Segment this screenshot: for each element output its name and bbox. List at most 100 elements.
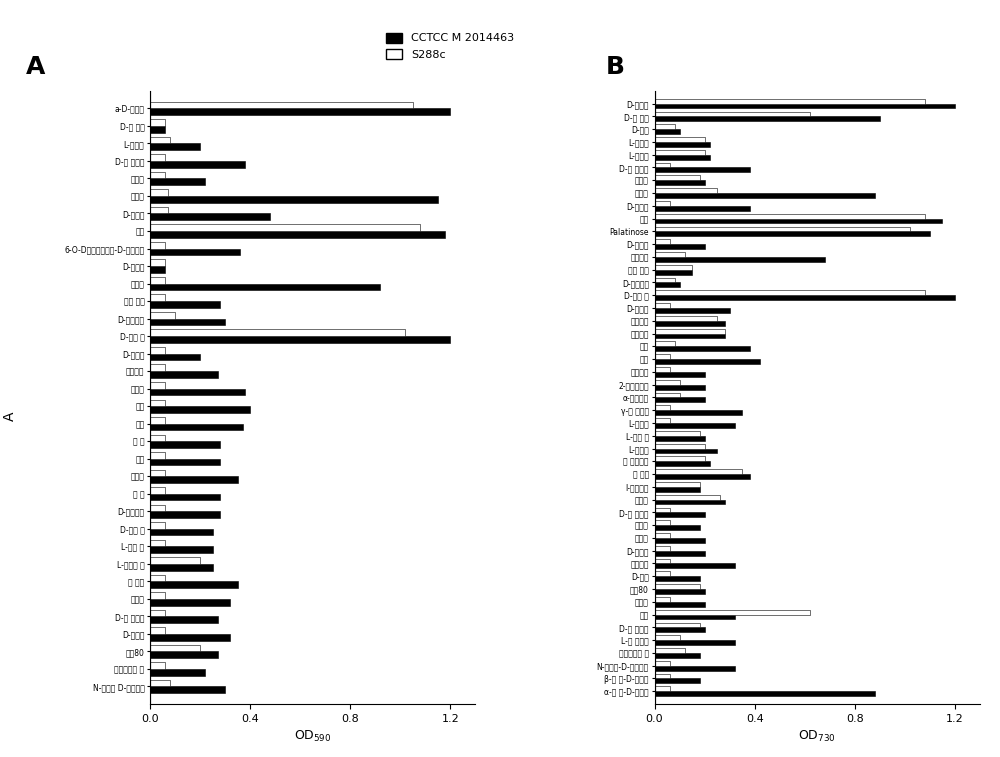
Bar: [150, 441, 220, 448]
Bar: [655, 329, 725, 334]
Bar: [655, 206, 750, 210]
Bar: [655, 245, 705, 249]
Bar: [150, 101, 413, 108]
Bar: [150, 652, 218, 658]
Bar: [655, 674, 670, 678]
Bar: [655, 665, 735, 671]
Bar: [655, 609, 810, 615]
Bar: [655, 226, 910, 232]
Bar: [655, 661, 670, 665]
Bar: [150, 424, 243, 431]
Bar: [655, 538, 705, 543]
Bar: [655, 295, 955, 300]
Bar: [655, 648, 685, 653]
Bar: [150, 476, 238, 483]
Bar: [150, 207, 168, 213]
Bar: [150, 284, 380, 290]
Bar: [655, 142, 710, 147]
Bar: [150, 248, 240, 255]
Bar: [150, 407, 250, 413]
Bar: [655, 640, 735, 645]
Bar: [655, 308, 730, 313]
Bar: [150, 336, 450, 343]
Bar: [150, 529, 213, 535]
Bar: [655, 104, 955, 108]
Bar: [150, 241, 165, 248]
Bar: [150, 301, 220, 308]
Bar: [655, 584, 700, 589]
Bar: [655, 257, 825, 262]
Bar: [150, 417, 165, 424]
Bar: [150, 400, 165, 407]
Bar: [655, 278, 675, 282]
Bar: [655, 239, 670, 245]
Text: A: A: [26, 55, 46, 79]
Bar: [150, 179, 205, 185]
Bar: [150, 277, 165, 284]
Bar: [655, 380, 680, 385]
Bar: [150, 540, 165, 547]
Bar: [655, 444, 705, 448]
Bar: [150, 224, 420, 231]
Bar: [655, 405, 670, 410]
Bar: [150, 388, 245, 395]
Bar: [655, 500, 725, 504]
Bar: [150, 564, 213, 571]
Bar: [655, 431, 700, 436]
Bar: [150, 364, 165, 371]
Bar: [655, 449, 717, 453]
Bar: [150, 616, 218, 623]
Bar: [655, 341, 675, 347]
Bar: [655, 176, 700, 180]
Bar: [655, 393, 680, 397]
Bar: [150, 319, 225, 326]
Bar: [655, 691, 875, 696]
Bar: [655, 628, 705, 632]
Bar: [655, 520, 670, 525]
Bar: [655, 232, 930, 236]
Bar: [655, 474, 750, 479]
Bar: [150, 487, 165, 494]
Bar: [150, 312, 175, 319]
Bar: [655, 572, 670, 576]
Bar: [655, 201, 670, 206]
Bar: [150, 161, 245, 167]
Bar: [655, 213, 925, 219]
Bar: [655, 219, 942, 223]
Bar: [150, 669, 205, 676]
Bar: [655, 385, 705, 390]
Bar: [655, 269, 692, 275]
Bar: [655, 546, 670, 551]
Bar: [655, 622, 700, 628]
Bar: [655, 291, 925, 295]
Bar: [655, 602, 705, 606]
Bar: [150, 189, 168, 196]
Bar: [655, 512, 705, 517]
Bar: [655, 111, 810, 117]
Bar: [655, 180, 705, 185]
Bar: [150, 680, 170, 687]
Bar: [655, 124, 675, 129]
Bar: [655, 576, 700, 581]
Bar: [655, 410, 742, 415]
Bar: [150, 260, 165, 266]
Bar: [655, 98, 925, 104]
X-axis label: OD$_{730}$: OD$_{730}$: [798, 729, 836, 744]
Bar: [150, 137, 170, 143]
Bar: [655, 129, 680, 134]
Bar: [655, 563, 735, 569]
Bar: [655, 615, 735, 619]
Bar: [150, 435, 165, 441]
Legend: CCTCC M 2014463, S288c: CCTCC M 2014463, S288c: [381, 28, 519, 64]
Bar: [150, 609, 165, 616]
Bar: [150, 575, 165, 581]
Bar: [150, 511, 220, 518]
Bar: [655, 354, 670, 359]
Bar: [150, 154, 165, 161]
Bar: [655, 589, 705, 594]
Bar: [150, 108, 450, 115]
Bar: [150, 196, 438, 203]
Bar: [150, 469, 165, 476]
Bar: [655, 347, 750, 351]
Text: A: A: [3, 412, 17, 421]
